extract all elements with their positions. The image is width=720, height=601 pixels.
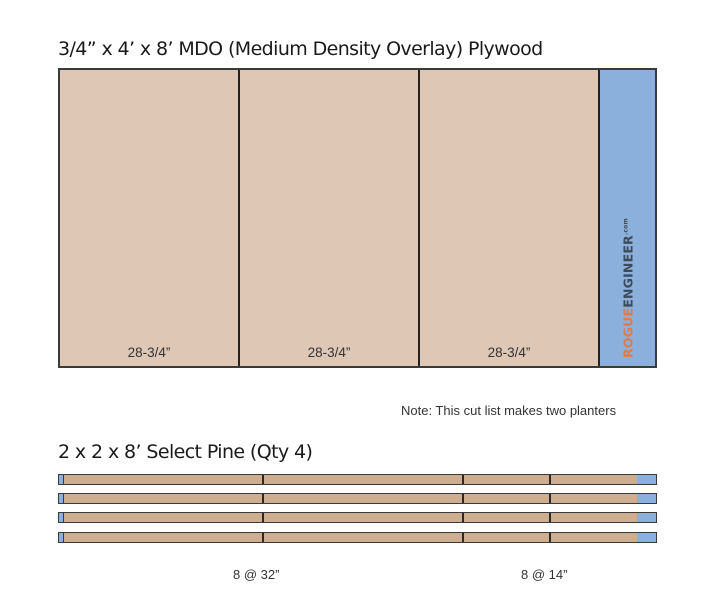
- board-end-cap: [59, 533, 64, 542]
- pine-board-4: [58, 532, 657, 543]
- cut-32-a: [59, 494, 264, 503]
- board-end-cap: [59, 513, 64, 522]
- plywood-panel-2: 28-3/4”: [240, 70, 420, 366]
- cut-14-b: [549, 513, 639, 522]
- cut-14-b: [549, 494, 639, 503]
- plywood-panel-1: 28-3/4”: [60, 70, 240, 366]
- board-end-cap: [59, 475, 64, 484]
- panel-dimension-label: 28-3/4”: [127, 345, 171, 360]
- cut-32-a: [59, 533, 264, 542]
- board-end-cap: [59, 494, 64, 503]
- logo-rogue-text: ROGUE: [620, 307, 635, 358]
- cut-32-a: [59, 513, 264, 522]
- cut-14-b: [549, 533, 639, 542]
- plywood-waste-strip: ROGUEENGINEER.com: [600, 70, 655, 366]
- panel-dimension-label: 28-3/4”: [307, 345, 351, 360]
- cut-32-a: [59, 475, 264, 484]
- plywood-panel-3: 28-3/4”: [420, 70, 600, 366]
- cut-32-b: [262, 533, 464, 542]
- cut-list-note: Note: This cut list makes two planters: [401, 403, 617, 418]
- pine-board-3: [58, 512, 657, 523]
- cut-label-14: 8 @ 14”: [521, 567, 568, 582]
- cut-label-32: 8 @ 32”: [233, 567, 280, 582]
- cut-32-b: [262, 494, 464, 503]
- plywood-title: 3/4” x 4’ x 8’ MDO (Medium Density Overl…: [58, 38, 543, 60]
- cut-14-b: [549, 475, 639, 484]
- board-waste: [637, 533, 656, 542]
- cut-14-a: [462, 533, 551, 542]
- cut-14-a: [462, 513, 551, 522]
- logo-engineer-text: ENGINEER: [620, 235, 635, 308]
- cut-32-b: [262, 475, 464, 484]
- board-waste: [637, 513, 656, 522]
- cut-14-a: [462, 494, 551, 503]
- pine-title: 2 x 2 x 8’ Select Pine (Qty 4): [58, 441, 313, 463]
- cut-32-b: [262, 513, 464, 522]
- pine-board-2: [58, 493, 657, 504]
- pine-board-1: [58, 474, 657, 485]
- board-waste: [637, 475, 656, 484]
- plywood-sheet: 28-3/4” 28-3/4” 28-3/4” ROGUEENGINEER.co…: [58, 68, 657, 368]
- rogue-engineer-logo: ROGUEENGINEER.com: [620, 218, 635, 358]
- panel-dimension-label: 28-3/4”: [487, 345, 531, 360]
- logo-suffix-text: .com: [621, 218, 629, 236]
- cut-14-a: [462, 475, 551, 484]
- board-waste: [637, 494, 656, 503]
